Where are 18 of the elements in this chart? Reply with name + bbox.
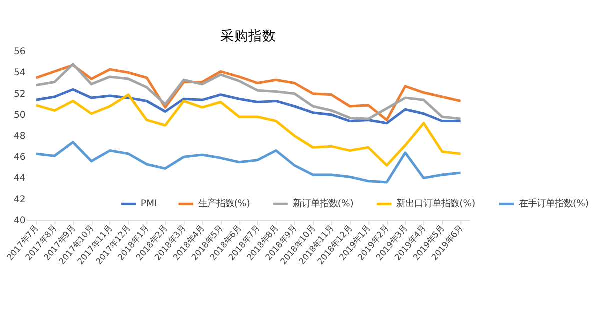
- y-tick-label: 46: [14, 152, 26, 164]
- y-tick-label: 42: [14, 194, 26, 206]
- line-series: [34, 88, 462, 125]
- line-series: [34, 94, 462, 167]
- legend-label: 新订单指数(%): [292, 198, 354, 210]
- line-series: [34, 141, 462, 184]
- y-tick-label: 54: [14, 68, 26, 79]
- y-tick-label: 56: [14, 46, 26, 58]
- legend-label: 在手订单指数(%): [518, 198, 590, 210]
- y-tick-label: 44: [14, 173, 26, 184]
- y-tick-label: 52: [14, 88, 26, 100]
- y-tick-label: 48: [14, 130, 26, 142]
- y-tick-label: 40: [14, 215, 26, 226]
- chart-title: 采购指数: [220, 28, 277, 45]
- y-tick-label: 50: [14, 110, 26, 121]
- legend-label: 新出口订单指数(%): [396, 198, 476, 210]
- legend-label: 生产指数(%): [198, 198, 250, 210]
- legend-label: PMI: [140, 198, 158, 210]
